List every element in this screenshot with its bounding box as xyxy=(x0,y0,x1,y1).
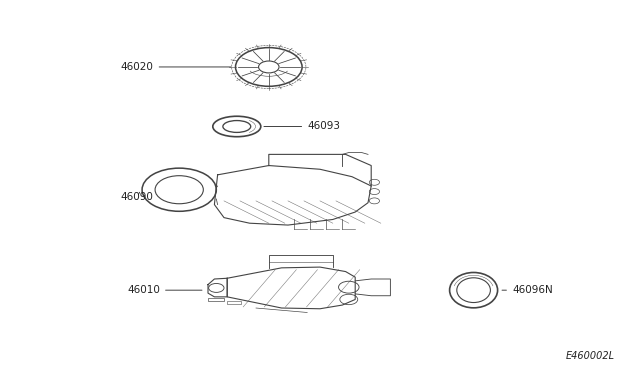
Text: 46093: 46093 xyxy=(264,122,340,131)
Text: E460002L: E460002L xyxy=(565,351,614,361)
Text: 46010: 46010 xyxy=(127,285,202,295)
Text: 46096N: 46096N xyxy=(502,285,553,295)
Text: 46090: 46090 xyxy=(121,192,154,202)
Text: 46020: 46020 xyxy=(121,62,231,72)
